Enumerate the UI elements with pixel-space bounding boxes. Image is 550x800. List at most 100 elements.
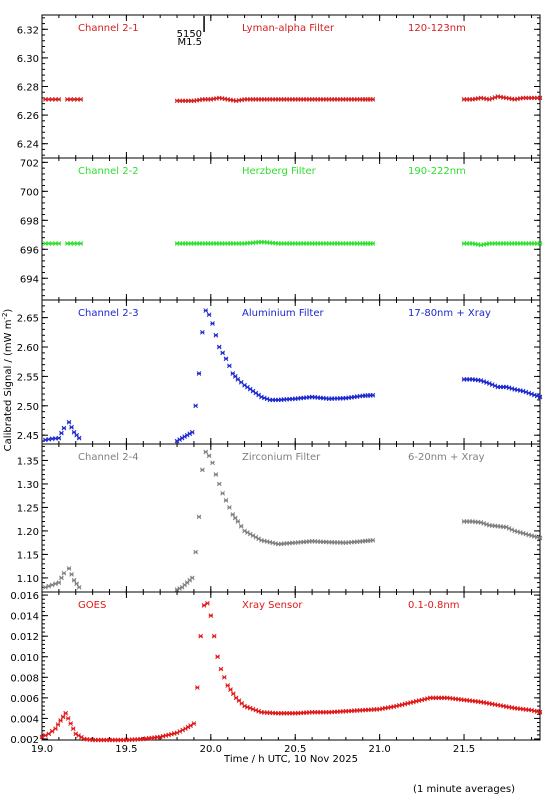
data-point bbox=[235, 519, 241, 524]
panel-wavelength-label: 17-80nm + Xray bbox=[408, 308, 491, 319]
panel-wavelength-label: 120-123nm bbox=[408, 23, 466, 34]
panel-filter-label: Aluminium Filter bbox=[242, 308, 325, 319]
y-tick-label: 702 bbox=[20, 158, 39, 169]
panel-filter-label: Lyman-alpha Filter bbox=[242, 23, 335, 34]
data-point bbox=[203, 449, 209, 455]
y-tick-label: 1.30 bbox=[17, 480, 39, 491]
data-point bbox=[46, 241, 52, 246]
data-point bbox=[64, 97, 70, 102]
y-tick-label: 696 bbox=[20, 245, 39, 256]
y-tick-label: 0.002 bbox=[10, 735, 39, 746]
panel-channel-label: Channel 2-2 bbox=[78, 166, 139, 177]
data-point bbox=[71, 97, 77, 102]
data-point bbox=[220, 490, 225, 496]
data-point bbox=[76, 584, 82, 590]
data-point bbox=[227, 363, 232, 369]
data-point bbox=[210, 321, 215, 326]
panel-wavelength-label: 0.1-0.8nm bbox=[408, 600, 460, 611]
data-point bbox=[230, 512, 236, 517]
data-point bbox=[215, 654, 220, 660]
data-point bbox=[71, 241, 77, 246]
x-tick-label: 19.0 bbox=[31, 744, 53, 755]
x-tick-label: 21.5 bbox=[453, 744, 475, 755]
data-point bbox=[43, 241, 48, 246]
data-point bbox=[203, 308, 209, 313]
data-point bbox=[196, 371, 202, 376]
data-point bbox=[71, 577, 77, 583]
data-point bbox=[49, 582, 55, 588]
flare-marker-class: M1.5 bbox=[178, 37, 203, 48]
panel-filter-label: Herzberg Filter bbox=[242, 166, 317, 177]
y-axis-label: Calibrated Signal / (mW m-2) bbox=[1, 309, 14, 452]
data-point bbox=[66, 566, 72, 571]
panel-filter-label: Zirconium Filter bbox=[242, 452, 321, 463]
data-point bbox=[56, 97, 62, 102]
y-tick-label: 0.004 bbox=[10, 714, 39, 725]
data-point bbox=[194, 685, 200, 690]
data-point bbox=[68, 97, 74, 102]
panel-ch21: 6.24 6.26 6.28 6.30 6.32 Channel 2-1 Lyman-alp… bbox=[17, 14, 543, 159]
data-point bbox=[46, 97, 52, 102]
y-tick-label: 0.010 bbox=[10, 653, 39, 664]
y-tick-label: 0.006 bbox=[10, 694, 39, 705]
data-point bbox=[228, 687, 233, 692]
data-point bbox=[370, 537, 376, 543]
data-point bbox=[43, 584, 48, 590]
panel-ch23: 2.45 2.50 2.55 2.60 2.65 Channel 2-3 Aluminium… bbox=[17, 299, 543, 445]
data-point bbox=[216, 344, 222, 350]
x-tick-label: 19.5 bbox=[115, 744, 137, 755]
data-point bbox=[76, 435, 82, 441]
data-point bbox=[68, 721, 74, 726]
panel-frame bbox=[41, 299, 541, 445]
data-point bbox=[191, 721, 197, 726]
data-point bbox=[43, 97, 48, 102]
data-point bbox=[225, 683, 231, 688]
y-tick-label: 1.35 bbox=[17, 456, 39, 467]
y-tick-label: 1.20 bbox=[17, 527, 39, 538]
panel-filter-label: Xray Sensor bbox=[242, 600, 303, 611]
data-point bbox=[193, 403, 198, 409]
data-point bbox=[49, 728, 55, 734]
y-tick-label: 2.55 bbox=[17, 372, 39, 383]
y-tick-label: 2.60 bbox=[17, 343, 39, 354]
panel-goes: 0.002 0.004 0.006 0.008 0.010 0.012 0.014 0.016… bbox=[10, 591, 543, 746]
y-tick-label: 2.65 bbox=[17, 314, 39, 325]
data-point bbox=[370, 241, 376, 246]
data-point bbox=[370, 392, 376, 398]
footnote: (1 minute averages) bbox=[413, 784, 515, 795]
data-point bbox=[70, 726, 76, 732]
data-point bbox=[227, 505, 232, 510]
data-point bbox=[218, 666, 224, 672]
y-tick-label: 0.016 bbox=[10, 591, 39, 602]
x-axis-label: Time / h UTC, 10 Nov 2025 bbox=[223, 754, 358, 765]
y-tick-label: 1.15 bbox=[17, 550, 39, 561]
data-point bbox=[208, 613, 214, 618]
data-point bbox=[59, 575, 64, 581]
data-point bbox=[211, 633, 217, 639]
data-point bbox=[537, 241, 543, 246]
y-tick-label: 6.28 bbox=[17, 83, 39, 94]
data-point bbox=[210, 460, 215, 466]
data-point bbox=[201, 603, 207, 608]
y-tick-label: 0.008 bbox=[10, 673, 39, 684]
panel-channel-label: Channel 2-4 bbox=[78, 452, 139, 463]
data-point bbox=[537, 709, 543, 715]
data-point bbox=[188, 723, 193, 728]
data-point bbox=[53, 97, 58, 102]
data-point bbox=[61, 570, 67, 576]
data-point bbox=[370, 97, 376, 102]
y-axis-label-main: Calibrated Signal / (mW m bbox=[3, 320, 14, 452]
x-tick-label: 20.5 bbox=[284, 744, 306, 755]
data-point bbox=[537, 535, 543, 541]
panel-frame bbox=[41, 591, 541, 741]
y-tick-label: 1.10 bbox=[17, 574, 39, 585]
data-point bbox=[238, 523, 244, 529]
panel-wavelength-label: 6-20nm + Xray bbox=[408, 452, 485, 463]
panel-frame bbox=[41, 443, 541, 593]
data-point bbox=[68, 241, 74, 246]
data-point bbox=[206, 453, 212, 459]
data-point bbox=[65, 716, 71, 721]
data-point bbox=[53, 726, 58, 732]
data-point bbox=[213, 332, 219, 338]
